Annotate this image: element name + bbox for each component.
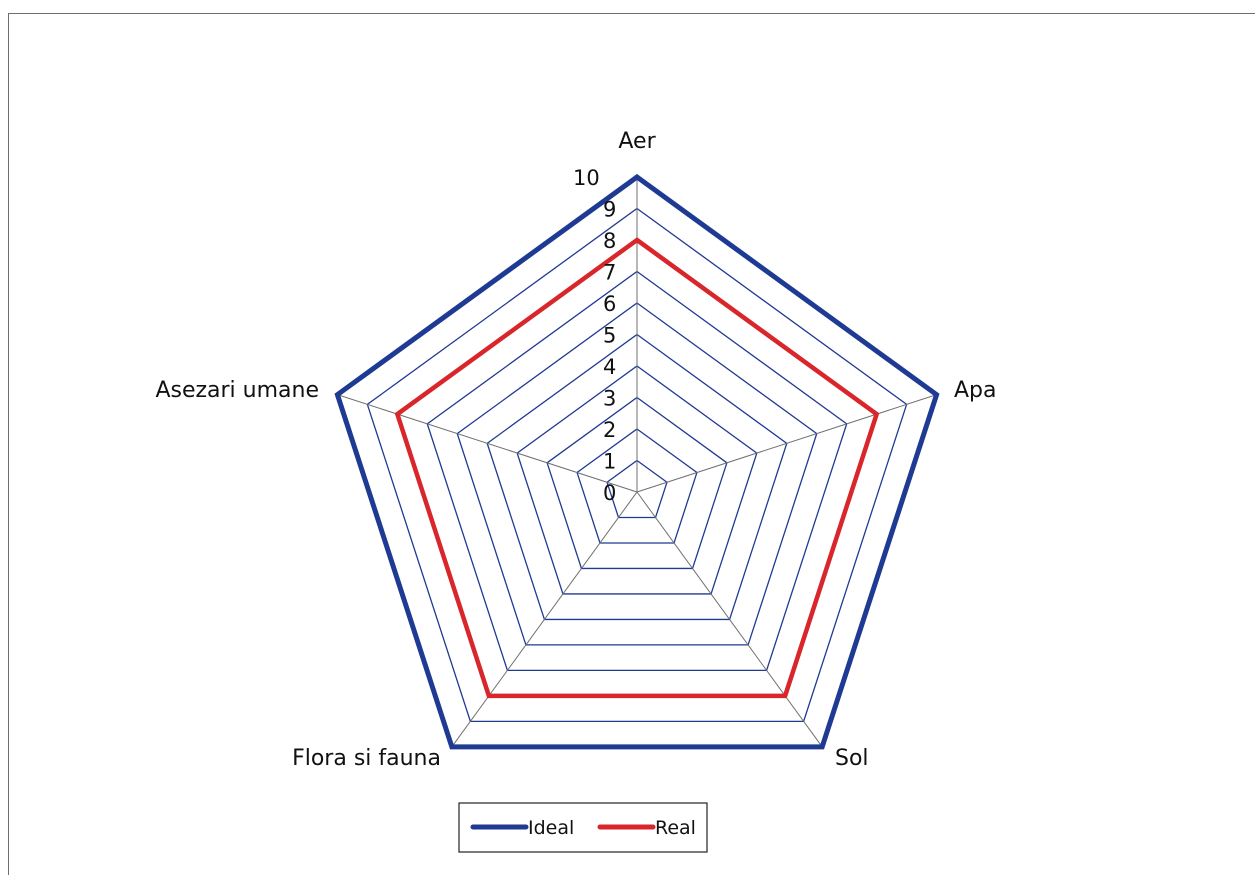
category-label-flora-si-fauna: Flora si fauna <box>292 746 441 771</box>
grid-ring-2 <box>576 428 698 544</box>
tick-label-0: 0 <box>603 481 616 505</box>
radial-tick-labels: 0 1 2 3 4 5 6 7 8 910 <box>573 166 616 505</box>
grid-ring-7 <box>426 270 848 672</box>
tick-label-6: 6 <box>603 292 616 316</box>
spoke-4 <box>337 394 638 493</box>
tick-label-9: 9 <box>603 198 616 222</box>
tick-label-7: 7 <box>603 261 616 285</box>
spoke-2 <box>636 491 823 748</box>
grid-ring-4 <box>516 365 758 595</box>
legend-label-ideal: Ideal <box>528 817 574 839</box>
grid-ring-9 <box>366 207 908 723</box>
category-label-sol: Sol <box>835 746 869 771</box>
category-label-apa: Apa <box>954 378 997 403</box>
tick-label-1: 1 <box>603 450 616 474</box>
spoke-1 <box>636 394 937 493</box>
tick-label-8: 8 <box>603 229 616 253</box>
grid-ring-3 <box>546 396 728 570</box>
legend: Ideal Real <box>458 802 708 853</box>
category-labels: Aer Apa Sol Flora si fauna Asezari umane <box>155 129 996 771</box>
category-label-asezari-umane: Asezari umane <box>155 378 319 403</box>
category-label-aer: Aer <box>618 129 656 154</box>
spoke-3 <box>451 491 638 748</box>
radar-series <box>334 173 940 750</box>
chart-frame <box>8 13 1255 875</box>
tick-label-10: 10 <box>573 166 600 190</box>
series-ideal-line <box>334 173 940 750</box>
tick-label-4: 4 <box>603 355 616 379</box>
tick-label-5: 5 <box>603 324 616 348</box>
tick-label-3: 3 <box>603 387 616 411</box>
grid-ring-1 <box>606 459 668 519</box>
tick-label-2: 2 <box>603 418 616 442</box>
grid-ring-5 <box>486 333 788 621</box>
grid-ring-6 <box>456 302 818 646</box>
radar-spokes <box>337 177 937 748</box>
legend-label-real: Real <box>655 817 696 839</box>
series-real-line <box>394 237 880 699</box>
